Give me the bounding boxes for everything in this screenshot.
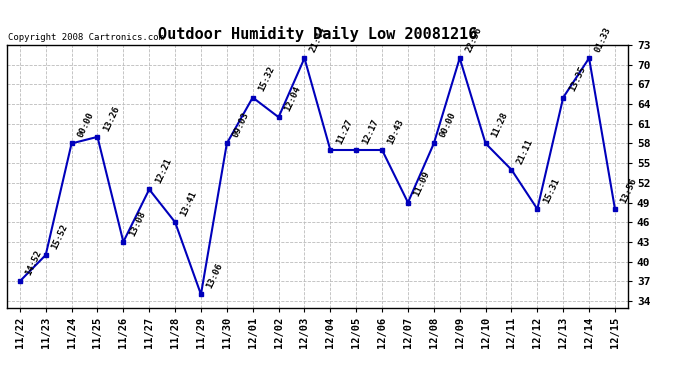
- Text: 14:52: 14:52: [24, 249, 43, 277]
- Text: 12:21: 12:21: [153, 157, 173, 185]
- Text: 00:00: 00:00: [438, 111, 457, 139]
- Text: 09:03: 09:03: [231, 111, 250, 139]
- Title: Outdoor Humidity Daily Low 20081216: Outdoor Humidity Daily Low 20081216: [158, 27, 477, 42]
- Text: 15:31: 15:31: [542, 177, 561, 205]
- Text: 13:35: 13:35: [567, 65, 587, 93]
- Text: 01:33: 01:33: [593, 26, 613, 54]
- Text: Copyright 2008 Cartronics.com: Copyright 2008 Cartronics.com: [8, 33, 164, 42]
- Text: 13:26: 13:26: [101, 105, 121, 133]
- Text: 13:41: 13:41: [179, 190, 199, 218]
- Text: 11:28: 11:28: [490, 111, 509, 139]
- Text: 13:56: 13:56: [619, 177, 639, 205]
- Text: 13:08: 13:08: [128, 210, 147, 238]
- Text: 13:06: 13:06: [205, 262, 225, 290]
- Text: 15:52: 15:52: [50, 223, 70, 251]
- Text: 11:09: 11:09: [412, 170, 432, 198]
- Text: 21:44: 21:44: [308, 26, 328, 54]
- Text: 15:32: 15:32: [257, 65, 277, 93]
- Text: 19:43: 19:43: [386, 118, 406, 146]
- Text: 11:27: 11:27: [335, 118, 354, 146]
- Text: 00:00: 00:00: [76, 111, 95, 139]
- Text: 22:56: 22:56: [464, 26, 484, 54]
- Text: 12:04: 12:04: [283, 85, 302, 113]
- Text: 21:11: 21:11: [515, 137, 535, 165]
- Text: 12:17: 12:17: [360, 118, 380, 146]
